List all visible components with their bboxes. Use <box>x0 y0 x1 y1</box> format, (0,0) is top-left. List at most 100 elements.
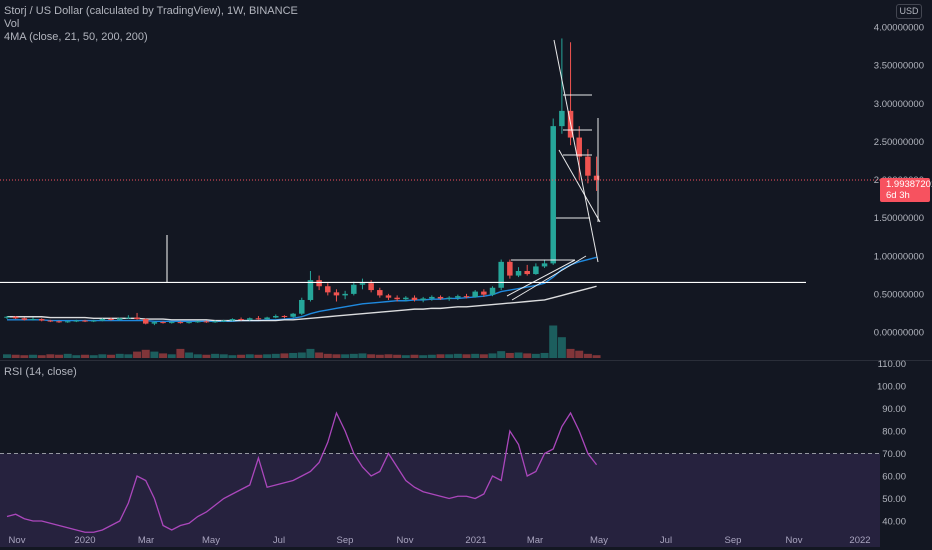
time-axis-tick: Nov <box>397 535 414 546</box>
price-axis-tick: 0.50000000 <box>874 289 924 300</box>
volume-bar <box>401 355 410 358</box>
candle-body <box>463 296 470 298</box>
time-axis-tick: Nov <box>786 535 803 546</box>
ma-legend[interactable]: 4MA (close, 21, 50, 200, 200) <box>4 31 148 43</box>
ma-21-line <box>7 256 597 323</box>
candle-body <box>385 295 392 298</box>
volume-bar <box>202 354 211 358</box>
candle-body <box>429 296 435 299</box>
volume-bar <box>384 354 393 358</box>
volume-bar <box>107 354 116 358</box>
candle-body <box>316 280 322 287</box>
volume-bar <box>367 354 376 358</box>
volume-bar <box>557 337 566 358</box>
volume-bar <box>583 353 592 358</box>
volume-bar <box>297 352 306 358</box>
volume-bar <box>211 353 220 358</box>
bar-countdown: 6d 3h <box>886 190 910 201</box>
currency-badge[interactable]: USD <box>896 4 922 19</box>
rsi-axis-tick: 90.00 <box>882 404 906 415</box>
candle-body <box>108 319 114 321</box>
volume-bar <box>150 351 159 358</box>
volume-bar <box>549 325 558 358</box>
chart-title: Storj / US Dollar (calculated by Trading… <box>4 5 298 17</box>
candle-body <box>489 287 496 295</box>
volume-bar <box>497 351 506 358</box>
rsi-axis-tick: 80.00 <box>882 427 906 438</box>
price-axis-tick: 0.00000000 <box>874 328 924 339</box>
candle-body <box>299 299 305 314</box>
volume-bar <box>375 354 384 358</box>
price-axis-tick: 4.00000000 <box>874 23 924 34</box>
time-axis-tick: May <box>202 535 220 546</box>
candle-body <box>411 297 418 300</box>
candle-body <box>12 316 19 319</box>
volume-bar <box>124 354 133 358</box>
candle-body <box>437 296 444 299</box>
volume-bar <box>63 353 72 358</box>
candle-body <box>212 321 218 323</box>
candle-body <box>559 110 565 127</box>
volume-bar <box>575 350 584 358</box>
volume-bar <box>133 351 142 358</box>
rsi-axis-tick: 50.00 <box>882 494 906 505</box>
candle-body <box>203 321 210 323</box>
candle-body <box>472 291 478 297</box>
candle-body <box>541 263 548 267</box>
candle-body <box>325 286 331 293</box>
candle-body <box>550 126 556 264</box>
candle-body <box>342 293 348 296</box>
candle-body <box>160 322 166 324</box>
candle-body <box>368 283 374 291</box>
candle-body <box>194 321 201 323</box>
candle-body <box>221 320 227 322</box>
volume-bar <box>263 354 272 358</box>
candle-body <box>576 137 582 157</box>
volume-bar <box>185 352 194 358</box>
current-price-tag: 1.99387201 6d 3h <box>880 178 932 202</box>
volume-bar <box>349 353 358 358</box>
candle-body <box>125 317 132 319</box>
time-axis-tick: Sep <box>337 535 354 546</box>
candle-body <box>238 319 244 321</box>
current-price-value: 1.99387201 <box>886 179 932 190</box>
volume-bar <box>523 353 532 358</box>
volume-bar <box>540 352 549 358</box>
candle-body <box>229 319 236 321</box>
candle-body <box>455 296 461 298</box>
candle-body <box>498 261 504 288</box>
rsi-legend[interactable]: RSI (14, close) <box>4 366 77 378</box>
volume-bar <box>20 355 29 358</box>
price-axis-tick: 3.00000000 <box>874 99 924 110</box>
candle-body <box>4 316 10 318</box>
candle-body <box>99 319 106 321</box>
trend-line-upper <box>553 39 599 263</box>
time-axis-tick: Sep <box>725 535 742 546</box>
volume-bar <box>453 353 462 358</box>
volume-bar <box>176 348 185 358</box>
candle-body <box>273 315 279 318</box>
candle-body <box>56 321 62 323</box>
volume-bar <box>228 355 237 358</box>
candle-body <box>134 317 140 320</box>
candle-body <box>116 318 123 320</box>
time-axis-tick: Jul <box>660 535 672 546</box>
candle-body <box>281 315 288 317</box>
rsi-axis-tick: 60.00 <box>882 472 906 483</box>
time-axis-tick: Jul <box>273 535 285 546</box>
volume-bar <box>245 354 254 358</box>
price-axis-tick: 1.50000000 <box>874 213 924 224</box>
candle-body <box>73 320 80 322</box>
volume-bar <box>592 355 601 358</box>
candle-body <box>446 297 452 299</box>
candle-body <box>290 313 296 317</box>
rsi-line <box>6 411 598 533</box>
candle-body <box>177 322 184 324</box>
time-axis-tick: Mar <box>138 535 154 546</box>
time-axis-tick: Mar <box>527 535 543 546</box>
time-axis-tick: Nov <box>9 535 26 546</box>
candle-body <box>351 284 357 294</box>
volume-bar <box>72 355 81 358</box>
volume-bar <box>479 354 488 358</box>
